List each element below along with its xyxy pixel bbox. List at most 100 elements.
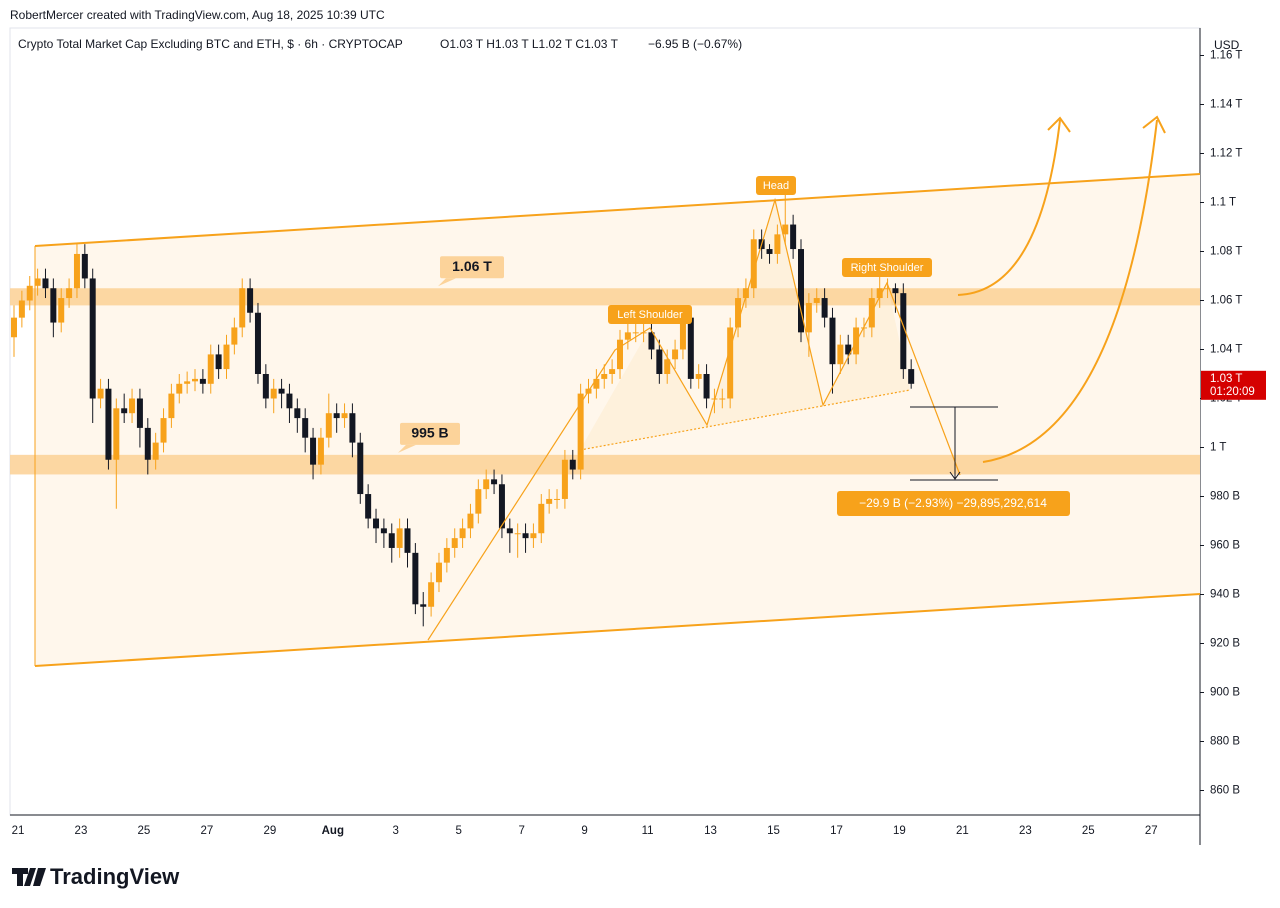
candle-body: [160, 418, 167, 443]
candle-body: [742, 288, 749, 299]
candle-body: [121, 408, 128, 414]
candle-body: [73, 253, 80, 289]
candle-body: [129, 398, 136, 414]
candle-body: [50, 288, 57, 323]
head-and-shoulders: [427, 197, 961, 641]
x-tick-label: 13: [704, 825, 717, 837]
candle-body: [498, 484, 505, 529]
candle-body: [616, 339, 623, 370]
zone-pointer: [438, 278, 456, 287]
candle-body: [357, 442, 364, 495]
x-tick-label: 25: [138, 825, 151, 837]
x-tick-label: 23: [75, 825, 88, 837]
candle-body: [569, 459, 576, 470]
y-tick-label: 880 B: [1210, 736, 1240, 748]
channel: [34, 173, 1201, 667]
candle-body: [435, 562, 442, 583]
candle-body: [176, 383, 183, 394]
x-tick-label: 25: [1082, 825, 1095, 837]
candle-body: [719, 398, 726, 400]
x-tick-label: 11: [642, 825, 654, 837]
candle-body: [546, 498, 553, 504]
candle-body: [821, 298, 828, 318]
x-tick-label: 27: [1145, 825, 1158, 837]
x-tick-label: 5: [456, 825, 462, 837]
currency: USD: [1214, 38, 1240, 52]
candle-body: [632, 332, 639, 334]
y-tick-label: 980 B: [1210, 491, 1240, 503]
left-shoulder-label: Left Shoulder: [617, 309, 683, 321]
candle-body: [42, 278, 49, 289]
candle-body: [640, 332, 647, 334]
candle-body: [278, 388, 285, 394]
candle-body: [451, 538, 458, 548]
candle-body: [554, 498, 561, 500]
candle-body: [908, 369, 915, 384]
candle-body: [648, 332, 655, 350]
y-tick-label: 920 B: [1210, 638, 1240, 650]
y-tick-label: 860 B: [1210, 785, 1240, 797]
brand: TradingView: [50, 864, 180, 889]
candle-body: [34, 278, 41, 286]
candle-body: [467, 513, 474, 529]
y-tick-label: 1.16 T: [1210, 50, 1242, 62]
candle-body: [26, 285, 33, 301]
candle-body: [624, 332, 631, 340]
candle-body: [790, 224, 797, 250]
candle-body: [538, 503, 545, 534]
symbol-title: Crypto Total Market Cap Excluding BTC an…: [18, 37, 403, 51]
candle-body: [223, 344, 230, 370]
candle-body: [561, 459, 568, 499]
candle-body: [766, 249, 773, 254]
candle-body: [207, 354, 214, 384]
candle-body: [735, 298, 742, 328]
right-shoulder-label: Right Shoulder: [851, 262, 924, 274]
x-tick-label: 7: [518, 825, 524, 837]
head-label: Head: [763, 180, 789, 192]
x-tick-label: 27: [200, 825, 213, 837]
logo: [12, 868, 46, 886]
candle-body: [805, 302, 812, 333]
candle-body: [876, 288, 883, 299]
candle-body: [687, 317, 694, 379]
candle-body: [845, 344, 852, 355]
y-tick-label: 900 B: [1210, 687, 1240, 699]
x-tick-label: 19: [893, 825, 906, 837]
y-tick-label: 1.14 T: [1210, 99, 1242, 111]
projection-arrows: [957, 115, 1166, 463]
ohlc: O1.03 T H1.03 T L1.02 T C1.03 T: [440, 37, 619, 51]
candle-body: [317, 437, 324, 465]
candle-body: [884, 288, 891, 290]
candle-body: [168, 393, 175, 419]
zone: [10, 288, 1200, 306]
candle-body: [656, 349, 663, 374]
candle-body: [144, 427, 151, 460]
last-price: 1.03 T: [1210, 373, 1242, 385]
candle-body: [152, 442, 159, 460]
candle-body: [443, 547, 450, 563]
candle-body: [199, 378, 206, 384]
zone-pointer: [398, 444, 416, 453]
candle-body: [703, 374, 710, 399]
candle-body: [695, 374, 702, 379]
last-price-box: [1201, 370, 1266, 400]
candle-body: [286, 393, 293, 409]
measure-tool: [910, 406, 998, 481]
candle-body: [514, 533, 521, 535]
candle-body: [483, 479, 490, 490]
candle-body: [672, 349, 679, 360]
candle-body: [601, 374, 608, 379]
candle-body: [66, 288, 73, 299]
candle-body: [774, 234, 781, 254]
candle-body: [530, 533, 537, 539]
left-shoulder-box: [608, 305, 692, 324]
x-tick-label: 21: [956, 825, 969, 837]
candle-body: [231, 327, 238, 345]
candle-body: [113, 408, 120, 460]
y-tick-label: 1.12 T: [1210, 148, 1242, 160]
candle-body: [247, 288, 254, 313]
candle-body: [136, 398, 143, 428]
candle-body: [900, 293, 907, 370]
x-tick-label: 9: [581, 825, 587, 837]
